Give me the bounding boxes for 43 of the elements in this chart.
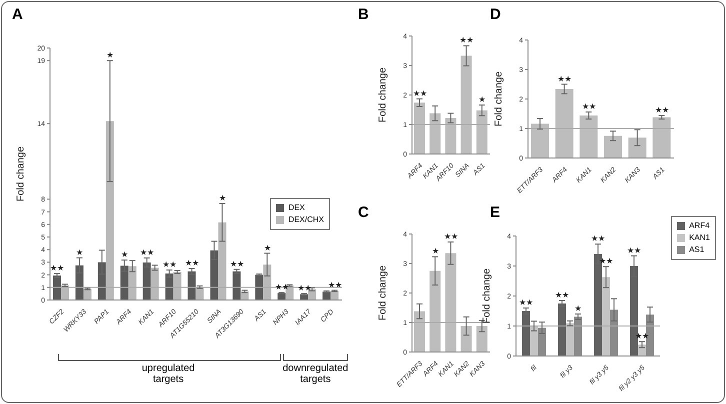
annotation: ★★ xyxy=(328,280,342,290)
text: downregulated targets xyxy=(282,363,348,385)
legend-label: DEX xyxy=(288,202,305,214)
annotation: ★ xyxy=(264,243,271,252)
data-label: ★★ xyxy=(591,234,605,244)
chart-title: D xyxy=(490,6,501,23)
y-axis-title: Fold change xyxy=(16,146,27,202)
annotation: ★★ xyxy=(140,248,154,257)
annotation: ★★ xyxy=(274,282,289,292)
data-label: ★ xyxy=(574,304,582,313)
annotation: ★★ xyxy=(582,102,596,111)
annotation: ★★ xyxy=(654,106,669,115)
annotation: ★ xyxy=(218,193,226,202)
data-label: ★★ xyxy=(519,298,533,307)
text: upregulated targets xyxy=(140,363,196,385)
annotation: ★★ xyxy=(412,88,427,98)
chart-title: B xyxy=(358,6,369,23)
y-axis-title: Fold change xyxy=(378,265,389,321)
annotation: ★★ xyxy=(185,258,199,268)
legend-label: AS1 xyxy=(689,244,704,256)
y-axis-title: Fold change xyxy=(494,71,505,127)
annotation: ★★ xyxy=(444,232,458,241)
legend-label: ARF4 xyxy=(689,220,710,232)
chart-title: E xyxy=(490,204,500,221)
chart-title: A xyxy=(12,6,23,23)
annotation: ★ xyxy=(106,50,114,60)
data-label: ★★ xyxy=(555,290,569,300)
annotation: ★★ xyxy=(162,260,177,270)
annotation: ★★ xyxy=(230,259,244,268)
annotation: ★★ xyxy=(297,283,312,292)
annotation: ★ xyxy=(76,248,84,257)
legend-label: KAN1 xyxy=(689,232,710,244)
annotation: ★★ xyxy=(50,264,64,273)
annotation: ★ xyxy=(121,250,128,260)
annotation: ★★ xyxy=(460,36,474,45)
data-label: ★★ xyxy=(627,246,641,255)
annotation: ★ xyxy=(432,246,439,256)
y-axis-title: Fold change xyxy=(482,268,493,324)
y-axis-title: Fold change xyxy=(378,67,389,123)
annotation: ★★ xyxy=(558,74,572,84)
chart-title: C xyxy=(358,204,369,221)
annotation: ★ xyxy=(478,95,486,104)
legend-label: DEX/CHX xyxy=(288,214,324,226)
